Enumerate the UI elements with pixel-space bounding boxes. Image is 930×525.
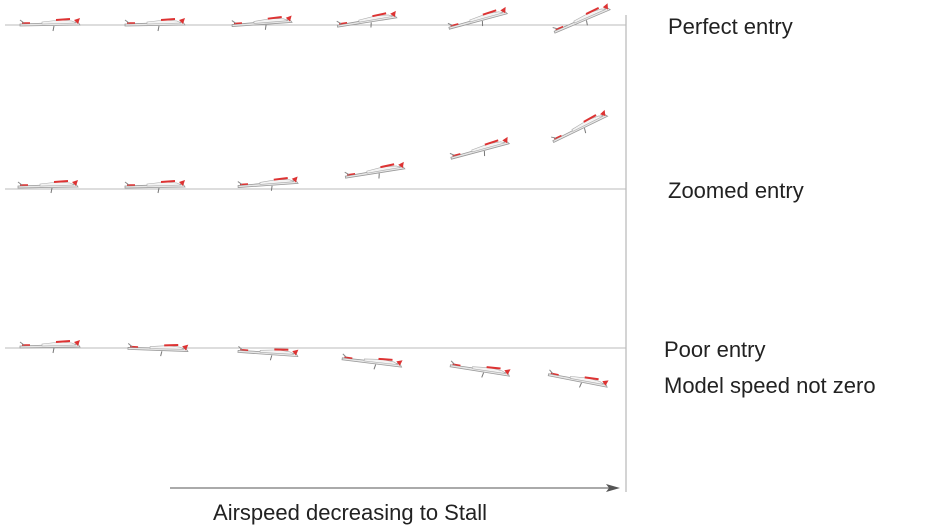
plane-icon (547, 368, 608, 393)
label: Model speed not zero (664, 373, 876, 398)
diagram: Perfect entry Zoomed entry Poor entry Mo… (0, 0, 930, 525)
plane-icon (238, 344, 299, 362)
plane-icon (125, 180, 185, 193)
label: Poor entry (664, 337, 766, 362)
plane-icon (20, 340, 80, 353)
plane-icon (125, 18, 185, 31)
plane-icon (341, 352, 402, 373)
label: Zoomed entry (668, 178, 804, 203)
plane-icon (447, 7, 508, 34)
plane-icon (449, 359, 510, 382)
plane-icon (344, 162, 405, 183)
plane-icon (18, 180, 78, 193)
plane-icon (128, 341, 189, 357)
planes (18, 3, 612, 393)
plane-icon (336, 11, 397, 32)
plane-icon (550, 110, 610, 147)
label: Perfect entry (668, 14, 793, 39)
plane-icon (552, 3, 613, 38)
plane-icon (232, 15, 293, 31)
plane-icon (238, 176, 299, 192)
plane-icon (20, 18, 80, 31)
axis-label: Airspeed decreasing to Stall (213, 500, 487, 525)
plane-icon (449, 137, 510, 164)
